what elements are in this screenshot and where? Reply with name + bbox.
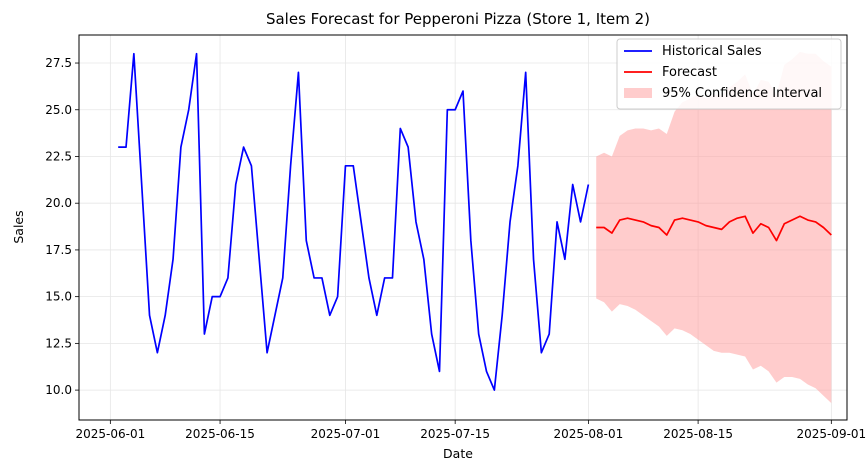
- plot-frame: [78, 34, 848, 421]
- x-axis-label: Date: [443, 446, 473, 461]
- x-axis: 2025-06-01 2025-06-15 2025-07-01 2025-07-15…: [75, 420, 866, 441]
- x-tick-label: 2025-08-01: [554, 427, 624, 441]
- legend-box: [616, 38, 842, 110]
- legend-label-ci: 95% Confidence Interval: [662, 86, 822, 101]
- x-tick-label: 2025-08-15: [663, 427, 733, 441]
- legend-label-historical: Historical Sales: [662, 44, 762, 59]
- forecast-line: [596, 215, 832, 242]
- y-tick-label: 17.5: [45, 243, 72, 257]
- chart-title: Sales Forecast for Pepperoni Pizza (Stor…: [266, 10, 650, 28]
- x-tick-label: 2025-07-01: [311, 427, 381, 441]
- y-tick-label: 20.0: [45, 196, 72, 210]
- x-tick-label: 2025-06-15: [185, 427, 255, 441]
- plot-area: [118, 51, 832, 404]
- y-tick-label: 10.0: [45, 383, 72, 397]
- x-tick-label: 2025-09-01: [796, 427, 866, 441]
- y-tick-label: 22.5: [45, 149, 72, 163]
- historical-sales-line: [118, 52, 590, 391]
- legend-label-forecast: Forecast: [662, 65, 717, 80]
- legend: Historical Sales Forecast 95% Confidence…: [616, 38, 842, 110]
- x-tick-label: 2025-07-15: [420, 427, 490, 441]
- legend-swatch-ci: [624, 88, 652, 98]
- y-axis-label: Sales: [11, 210, 26, 243]
- y-tick-label: 12.5: [45, 336, 72, 350]
- y-tick-label: 27.5: [45, 56, 72, 70]
- y-axis: 10.0 12.5 15.0 17.5 20.0 22.5 25.0 27.5: [45, 56, 79, 397]
- y-tick-label: 25.0: [45, 103, 72, 117]
- y-tick-label: 15.0: [45, 290, 72, 304]
- x-tick-label: 2025-06-01: [75, 427, 145, 441]
